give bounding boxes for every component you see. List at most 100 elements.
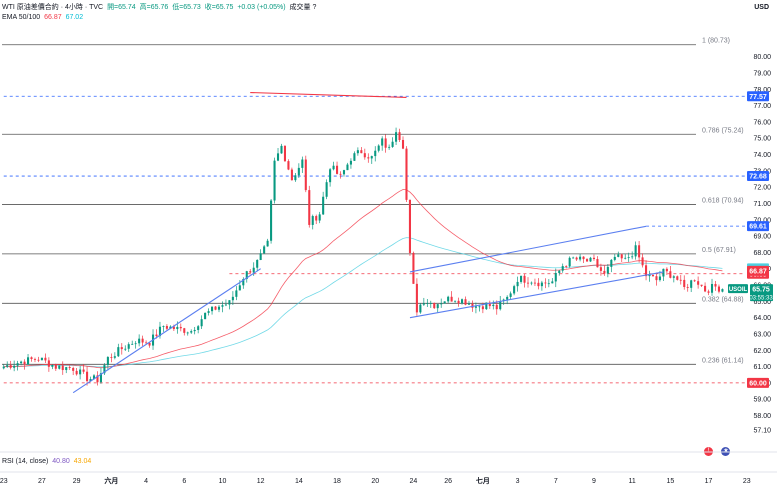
candle-body [620, 254, 623, 259]
candle-body [207, 311, 210, 313]
symbol-title: WTI 原油差價合約 · 4小時 · TVC [2, 4, 104, 11]
candle-body [638, 245, 641, 258]
candle-body [575, 257, 578, 260]
change-value: +0.03 (+0.05%) [237, 4, 286, 11]
candle-body [457, 300, 460, 304]
candle-body [120, 347, 123, 350]
price-tag [747, 377, 769, 388]
candle-body [72, 367, 75, 371]
candle-body [224, 304, 227, 306]
candle-body [294, 175, 297, 181]
candle-body [82, 369, 85, 372]
high-value: 高=65.76 [139, 4, 169, 11]
candle-body [33, 359, 37, 360]
ema-label: EMA 50/100 [2, 14, 41, 21]
candle-body [332, 165, 335, 170]
x-tick-label: 12 [257, 478, 265, 485]
candle-body [6, 365, 9, 367]
rsi-legend[interactable]: RSI (14, close) 40.80 43.04 [2, 457, 93, 466]
price-tag [747, 91, 769, 102]
candle-body [443, 301, 446, 304]
candle-body [627, 257, 630, 259]
candle-body [617, 254, 620, 257]
symbol-tag [728, 284, 748, 294]
candle-body [721, 289, 724, 292]
candle-body [572, 257, 575, 259]
candle-body [204, 312, 207, 320]
candle-body [131, 343, 134, 345]
fib-level-label: 0.618 (70.94) [702, 197, 744, 204]
x-tick-label: 29 [73, 478, 81, 485]
candle-body [589, 257, 592, 262]
candle-body [530, 282, 533, 284]
candle-body [37, 359, 40, 361]
last-price-tag [750, 284, 773, 302]
candle-body [551, 281, 554, 284]
candle-body [79, 369, 82, 375]
x-tick-label: 七月 [476, 476, 490, 485]
candle-body [467, 303, 471, 305]
x-tick-label: 11 [629, 478, 636, 485]
candle-body [23, 361, 26, 365]
candle-body [20, 361, 23, 364]
candle-body [669, 271, 672, 278]
x-tick-label: 9 [592, 478, 596, 485]
price-tag-label: 60.00 [749, 380, 767, 387]
price-tag-label: 77.57 [749, 94, 767, 101]
candle-body [558, 270, 561, 274]
candle-body [117, 347, 120, 357]
candle-body [30, 357, 33, 360]
candle-body [141, 338, 144, 343]
candle-body [526, 282, 530, 284]
candle-body [329, 169, 332, 183]
candle-body [16, 363, 19, 366]
candle-body [138, 338, 141, 344]
x-tick-label: 18 [333, 478, 341, 485]
candle-body [683, 279, 686, 287]
ema-legend[interactable]: EMA 50/100 66.87 67.02 [2, 13, 85, 22]
y-tick-label: 62.00 [753, 348, 771, 355]
candle-body [547, 283, 550, 285]
candle-body [395, 132, 398, 142]
candle-body [603, 270, 606, 274]
fib-level-label: 0.786 (75.24) [702, 127, 744, 134]
candle-body [179, 326, 182, 329]
candle-body [592, 257, 596, 260]
candle-body [485, 302, 488, 310]
candle-body [520, 275, 523, 282]
candle-body [631, 256, 634, 258]
candle-body [370, 156, 373, 159]
x-tick-label: 23 [0, 478, 8, 485]
candle-body [388, 146, 391, 148]
trendline-support [72, 268, 261, 394]
candle-body [186, 332, 189, 334]
candle-body [676, 276, 679, 280]
y-tick-label: 61.00 [753, 364, 771, 371]
candle-body [672, 276, 675, 278]
x-tick-label: 10 [219, 478, 227, 485]
candle-body [704, 285, 707, 292]
x-tick-label: 27 [38, 478, 46, 485]
candle-body [492, 304, 495, 307]
candle-body [249, 271, 252, 273]
candle-body [99, 373, 102, 383]
symbol-label: USOIL [729, 287, 748, 293]
trendline-top [250, 91, 407, 98]
y-tick-label: 69.00 [753, 234, 771, 241]
candle-body [276, 153, 280, 161]
candle-body [214, 306, 217, 310]
currency-label[interactable]: USD [754, 4, 769, 11]
candle-body [693, 280, 696, 282]
candle-body [197, 326, 200, 330]
candle-body [356, 150, 359, 154]
candle-body [700, 284, 703, 286]
candle-body [523, 275, 526, 283]
candle-body [429, 303, 432, 304]
trendline-channel-upper [409, 225, 647, 273]
candle-body [440, 303, 443, 305]
candle-body [86, 371, 89, 382]
open-value: 開=65.74 [107, 4, 136, 11]
candle-body [342, 170, 346, 175]
candle-body [47, 360, 50, 367]
